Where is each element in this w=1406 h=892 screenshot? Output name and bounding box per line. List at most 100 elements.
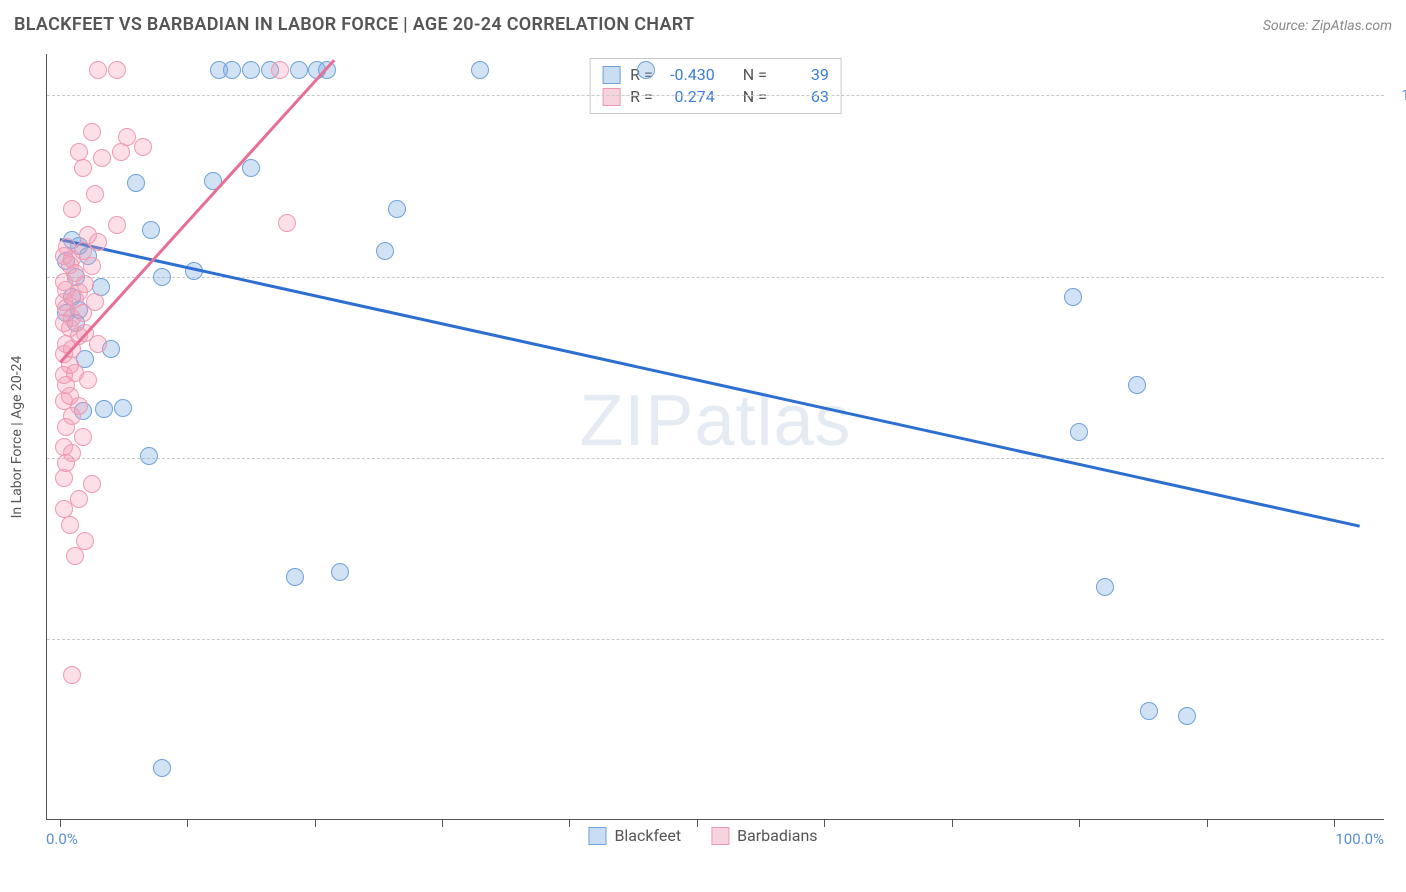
data-point-barbadians [108,216,126,234]
title-bar: BLACKFEET VS BARBADIAN IN LABOR FORCE | … [14,14,1392,35]
data-point-barbadians [66,547,84,565]
data-point-barbadians [76,275,94,293]
source-link[interactable]: ZipAtlas.com [1312,18,1392,34]
x-tick [569,819,570,827]
data-point-blackfeet [1128,376,1146,394]
n-value: 39 [777,64,829,86]
x-tick [1207,819,1208,827]
data-point-barbadians [83,475,101,493]
data-point-blackfeet [331,563,349,581]
data-point-barbadians [83,123,101,141]
x-tick [60,819,61,827]
data-point-barbadians [63,200,81,218]
x-tick [952,819,953,827]
data-point-blackfeet [153,759,171,777]
data-point-blackfeet [1140,702,1158,720]
legend-label: Blackfeet [614,826,681,845]
r-value: 0.274 [663,86,715,108]
chart-title: BLACKFEET VS BARBADIAN IN LABOR FORCE | … [14,14,694,35]
data-point-barbadians [61,516,79,534]
data-point-barbadians [112,143,130,161]
data-point-barbadians [70,490,88,508]
data-point-barbadians [83,257,101,275]
y-axis-label: In Labor Force | Age 20-24 [9,355,25,518]
data-point-barbadians [271,61,289,79]
grid-line [47,639,1384,640]
legend-row-barbadians: R = 0.274 N = 63 [602,86,829,108]
n-label: N = [743,86,767,108]
watermark-light: atlas [694,381,851,461]
legend-swatch-barbadians [602,88,620,106]
legend-swatch-blackfeet [588,827,606,845]
data-point-blackfeet [1070,423,1088,441]
data-point-blackfeet [290,61,308,79]
y-tick-label: 100.0% [1390,86,1406,104]
data-point-barbadians [55,469,73,487]
data-point-barbadians [86,185,104,203]
data-point-blackfeet [153,268,171,286]
x-tick [824,819,825,827]
data-point-blackfeet [637,61,655,79]
data-point-blackfeet [1096,578,1114,596]
grid-line [47,277,1384,278]
data-point-blackfeet [471,61,489,79]
data-point-barbadians [74,159,92,177]
y-tick-label: 47.5% [1390,630,1406,648]
scatter-plot-area: In Labor Force | Age 20-24 ZIPatlas R =-… [46,54,1384,820]
y-tick-label: 65.0% [1390,449,1406,467]
data-point-blackfeet [223,61,241,79]
x-axis-max-label: 100.0% [1335,830,1384,848]
data-point-blackfeet [1178,707,1196,725]
n-value: 63 [777,86,829,108]
grid-line [47,458,1384,459]
data-point-barbadians [79,371,97,389]
n-label: N = [743,64,767,86]
data-point-blackfeet [242,61,260,79]
legend-item-blackfeet: Blackfeet [588,826,681,845]
legend-label: Barbadians [737,826,818,845]
data-point-barbadians [93,149,111,167]
data-point-blackfeet [95,400,113,418]
data-point-barbadians [86,293,104,311]
r-label: R = [630,86,653,108]
data-point-barbadians [89,335,107,353]
grid-line [47,95,1384,96]
source-attribution: Source: ZipAtlas.com [1263,18,1392,34]
source-prefix: Source: [1263,18,1312,34]
r-value: -0.430 [663,64,715,86]
x-tick [1334,819,1335,827]
data-point-blackfeet [376,242,394,260]
x-tick [1079,819,1080,827]
y-tick-label: 82.5% [1390,268,1406,286]
watermark-bold: ZIP [579,381,694,461]
x-tick [442,819,443,827]
x-tick [315,819,316,827]
data-point-barbadians [63,666,81,684]
data-point-barbadians [89,61,107,79]
data-point-blackfeet [1064,288,1082,306]
data-point-barbadians [134,138,152,156]
legend-swatch-barbadians [711,827,729,845]
data-point-blackfeet [242,159,260,177]
trend-line-blackfeet [59,238,1359,527]
series-legend: Blackfeet Barbadians [588,826,817,845]
data-point-barbadians [89,233,107,251]
data-point-blackfeet [140,447,158,465]
x-axis-min-label: 0.0% [46,830,78,848]
data-point-blackfeet [142,221,160,239]
data-point-blackfeet [388,200,406,218]
watermark: ZIPatlas [579,380,851,462]
legend-item-barbadians: Barbadians [711,826,818,845]
data-point-blackfeet [114,399,132,417]
trend-line-barbadians [59,60,335,364]
correlation-legend-box: R = -0.430 N = 39R = 0.274 N = 63 [589,58,842,114]
data-point-barbadians [74,428,92,446]
x-tick [187,819,188,827]
legend-swatch-blackfeet [602,66,620,84]
data-point-blackfeet [127,174,145,192]
data-point-barbadians [76,532,94,550]
data-point-blackfeet [286,568,304,586]
data-point-barbadians [70,397,88,415]
data-point-barbadians [108,61,126,79]
data-point-barbadians [63,444,81,462]
